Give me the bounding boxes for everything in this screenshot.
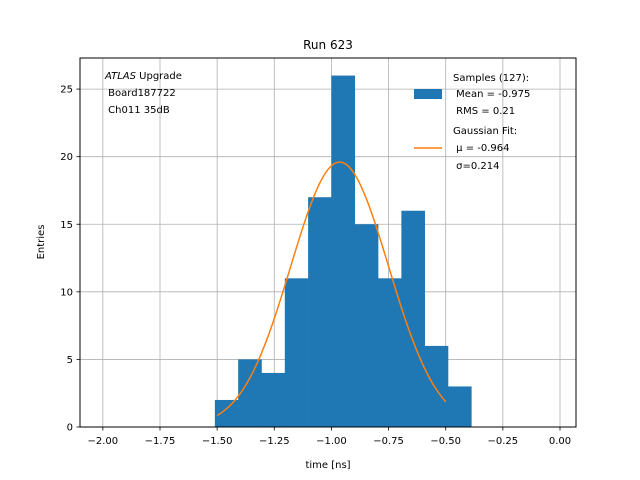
annotation-line-3: Ch011 35dB (105, 105, 170, 116)
histogram-bar-8 (378, 278, 402, 427)
x-axis-label: time [ns] (305, 460, 350, 471)
histogram-bars (214, 75, 472, 428)
histogram-bar-3 (261, 372, 286, 427)
y-axis: 0 5 10 15 20 25 (60, 85, 80, 434)
y-tick-label: 0 (67, 423, 73, 434)
y-tick-label: 25 (60, 85, 73, 96)
x-tick-label: −1.00 (316, 436, 347, 447)
histogram-bar-6 (331, 75, 356, 428)
fit-curve-group (216, 161, 447, 417)
plot-frame (79, 57, 577, 428)
legend-samples-line-3: RMS = 0.21 (453, 106, 515, 117)
legend-swatch-samples (414, 89, 442, 99)
x-axis: −2.00 −1.75 −1.50 −1.25 −1.00 −0.75 −0.50 −0.25… (88, 427, 571, 447)
x-tick-label: −1.50 (202, 436, 233, 447)
y-tick-label: 20 (60, 152, 73, 163)
y-tick-label: 15 (60, 220, 73, 231)
x-tick-label: −0.50 (430, 436, 461, 447)
histogram-bar-7 (354, 224, 379, 427)
legend-fit-line-1: Gaussian Fit: (453, 126, 517, 137)
annotation-upgrade: Upgrade (136, 71, 182, 82)
legend: Samples (127): Mean = -0.975 RMS = 0.21 … (414, 73, 530, 172)
chart-title: Run 623 (303, 38, 353, 52)
y-axis-label: Entries (36, 225, 47, 260)
histogram-bar-10 (424, 345, 449, 427)
legend-fit-line-2: μ = -0.964 (453, 143, 510, 154)
legend-samples-line-2: Mean = -0.975 (453, 89, 530, 100)
x-tick-label: −2.00 (88, 436, 119, 447)
annotation-line-2: Board187722 (105, 88, 176, 99)
y-tick-label: 5 (67, 355, 73, 366)
y-tick-label: 10 (60, 287, 73, 298)
annotation-box: ATLAS Upgrade Board187722 Ch011 35dB (104, 71, 182, 116)
histogram-bar-1 (214, 399, 239, 427)
x-tick-label: −0.25 (488, 436, 519, 447)
annotation-line-1: ATLAS Upgrade (104, 71, 182, 82)
annotation-atlas: ATLAS (104, 71, 137, 82)
histogram-bar-4 (284, 278, 309, 427)
histogram-bar-5 (308, 197, 332, 427)
x-tick-label: −1.25 (259, 436, 290, 447)
x-tick-label: 0.00 (549, 436, 571, 447)
histogram-bar-11 (448, 386, 472, 427)
gaussian-fit-curve (216, 161, 447, 417)
legend-fit-line-3: σ=0.214 (453, 161, 500, 172)
legend-samples-line-1: Samples (127): (453, 73, 529, 84)
x-tick-label: −1.75 (145, 436, 176, 447)
histogram-bar-2 (238, 359, 262, 427)
x-tick-label: −0.75 (373, 436, 404, 447)
histogram-bar-9 (401, 210, 425, 427)
